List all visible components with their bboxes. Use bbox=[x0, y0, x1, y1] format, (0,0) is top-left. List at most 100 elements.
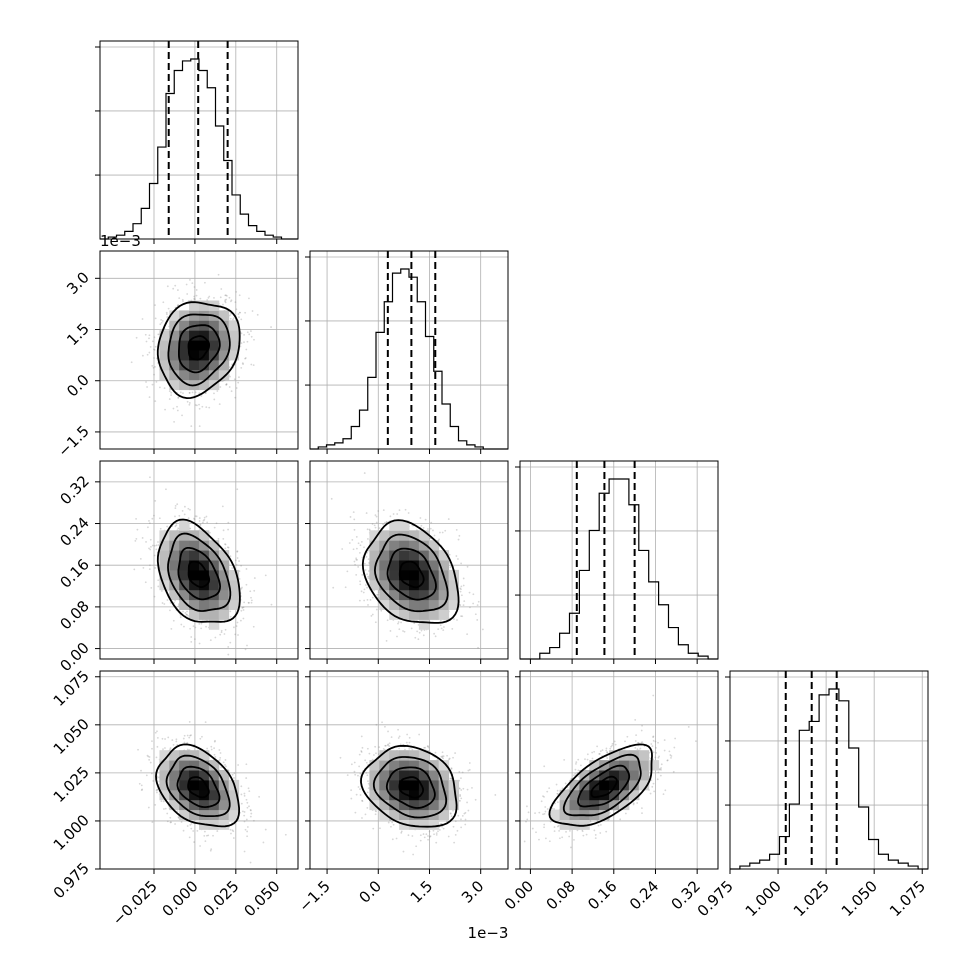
scatter-dot bbox=[363, 472, 366, 474]
scatter-dot bbox=[169, 816, 172, 819]
contour-3 bbox=[156, 518, 241, 623]
scatter-dot bbox=[203, 518, 206, 521]
y-tick-label: 0.24 bbox=[56, 514, 92, 550]
scatter-dot bbox=[189, 627, 192, 630]
scatter-dot bbox=[433, 534, 436, 537]
scatter-dot bbox=[247, 787, 250, 790]
density-cell bbox=[418, 619, 430, 630]
density-cell bbox=[208, 369, 220, 381]
scatter-dot bbox=[159, 323, 162, 326]
scatter-dot bbox=[234, 559, 237, 562]
scatter-dot bbox=[400, 621, 402, 624]
scatter-dot bbox=[466, 565, 469, 568]
scatter-dot bbox=[356, 559, 358, 561]
density-cell bbox=[379, 589, 390, 601]
scatter-dot bbox=[207, 296, 210, 299]
scatter-dot bbox=[173, 601, 176, 604]
scatter-dot bbox=[225, 383, 228, 385]
scatter-dot bbox=[154, 317, 157, 320]
scatter-dot bbox=[371, 613, 374, 616]
scatter-dot bbox=[241, 810, 244, 813]
scatter-dot bbox=[240, 366, 243, 369]
scatter-dot bbox=[200, 622, 203, 625]
scatter-dot bbox=[237, 313, 240, 315]
scatter-dot bbox=[187, 517, 190, 520]
scatter-dot bbox=[236, 550, 239, 553]
scatter-dot bbox=[245, 348, 248, 351]
density-cell bbox=[189, 340, 200, 351]
scatter-dot bbox=[152, 780, 155, 782]
scatter-dot bbox=[413, 622, 416, 625]
scatter-dot bbox=[188, 736, 191, 739]
density-cell bbox=[379, 569, 390, 581]
density-cell bbox=[199, 569, 210, 581]
density-cell bbox=[208, 579, 220, 591]
scatter-dot bbox=[210, 745, 213, 748]
scatter-dot bbox=[198, 403, 200, 406]
density-cell bbox=[179, 579, 190, 591]
scatter-dot bbox=[171, 739, 174, 741]
scatter-dot bbox=[231, 567, 234, 569]
scatter-dot bbox=[355, 535, 358, 538]
scatter-dot bbox=[141, 354, 144, 357]
panel-3-0: 0.9751.0001.0251.0501.075−0.0250.0000.02… bbox=[50, 667, 299, 929]
density-cell bbox=[218, 550, 230, 561]
scatter-dot bbox=[235, 387, 238, 389]
scatter-dot bbox=[220, 288, 223, 290]
scatter-dot bbox=[198, 392, 201, 395]
scatter-dot bbox=[246, 835, 249, 838]
scatter-dot bbox=[235, 625, 238, 627]
scatter-dot bbox=[250, 335, 253, 338]
scatter-dot bbox=[210, 848, 213, 851]
scatter-dot bbox=[162, 301, 165, 304]
density-cell bbox=[448, 579, 459, 591]
density-cell bbox=[199, 599, 210, 610]
density-cell bbox=[169, 550, 180, 561]
scatter-dot bbox=[157, 541, 159, 543]
density-cell bbox=[169, 310, 180, 321]
density-cell bbox=[179, 320, 190, 331]
scatter-dot bbox=[178, 514, 181, 517]
scatter-dot bbox=[429, 527, 432, 530]
scatter-dot bbox=[437, 628, 440, 631]
density-cell bbox=[179, 520, 190, 531]
scatter-dot bbox=[176, 409, 179, 412]
scatter-dot bbox=[182, 829, 185, 832]
scatter-dot bbox=[136, 528, 139, 531]
scatter-dot bbox=[222, 529, 225, 532]
scatter-dot bbox=[190, 827, 193, 830]
scatter-dot bbox=[133, 568, 136, 571]
density-cell bbox=[389, 560, 400, 571]
density-cell bbox=[169, 589, 180, 601]
scatter-dot bbox=[385, 521, 388, 523]
scatter-dot bbox=[165, 313, 168, 316]
scatter-dot bbox=[229, 300, 232, 303]
scatter-dot bbox=[353, 560, 356, 563]
axis-frame bbox=[309, 250, 509, 450]
scatter-dot bbox=[166, 525, 169, 528]
scatter-dot bbox=[240, 609, 243, 612]
scatter-dot bbox=[201, 521, 204, 524]
scatter-dot bbox=[460, 588, 462, 591]
scatter-dot bbox=[438, 538, 440, 541]
scatter-dot bbox=[163, 808, 165, 810]
scatter-dot bbox=[176, 405, 178, 408]
scatter-dot bbox=[256, 313, 259, 316]
scatter-dot bbox=[216, 830, 219, 832]
density-cell bbox=[208, 609, 220, 620]
scatter-dot bbox=[169, 748, 171, 751]
scatter-dot bbox=[457, 558, 459, 560]
scatter-dot bbox=[453, 618, 455, 620]
density-cell bbox=[199, 540, 210, 551]
scatter-dot bbox=[434, 635, 437, 638]
scatter-dot bbox=[148, 334, 151, 337]
scatter-dot bbox=[248, 333, 251, 336]
density-cell bbox=[428, 589, 440, 601]
density-cell bbox=[218, 579, 230, 591]
scatter-dot bbox=[174, 823, 176, 825]
scatter-dot bbox=[429, 537, 432, 540]
scatter-dot bbox=[221, 505, 224, 508]
density-cell bbox=[418, 579, 430, 591]
scatter-dot bbox=[235, 291, 238, 293]
density-cell bbox=[428, 560, 440, 571]
